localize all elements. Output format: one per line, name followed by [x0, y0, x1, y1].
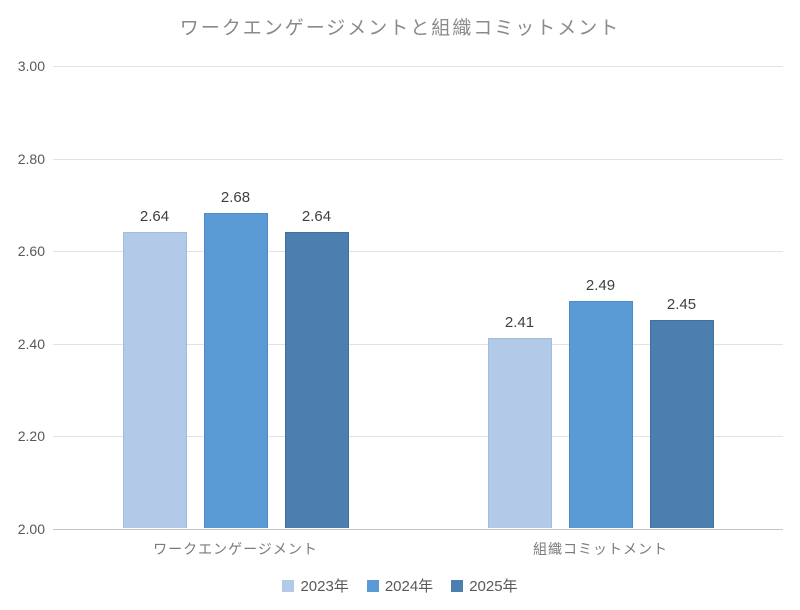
bar-column: 2.64 [284, 208, 349, 528]
bar-column: 2.49 [568, 277, 633, 528]
bar [122, 232, 187, 528]
bar [203, 213, 268, 528]
y-axis-tick-label: 2.00 [17, 521, 45, 537]
x-axis-line [53, 529, 783, 530]
y-axis-tick-label: 2.60 [17, 243, 45, 260]
bar [284, 232, 349, 528]
bar-column: 2.68 [203, 189, 268, 528]
bar-group: 2.64 2.68 2.64 [53, 65, 418, 528]
bar-column: 2.64 [122, 208, 187, 528]
y-axis: 3.00 2.80 2.60 2.40 2.20 2.00 [0, 58, 45, 537]
legend-swatch-icon [282, 579, 295, 592]
bar [487, 338, 552, 528]
bar-value-label: 2.68 [220, 189, 251, 206]
legend-swatch-icon [366, 579, 379, 592]
x-axis-category-label: 組織コミットメント [533, 541, 668, 557]
plot-area: 2.64 2.68 2.64 2.41 2.49 2.45 [53, 65, 783, 530]
chart-title: ワークエンゲージメントと組織コミットメント [179, 18, 621, 39]
legend-label: 2024年 [384, 578, 434, 595]
gridline [53, 436, 783, 438]
legend-item: 2025年 [451, 575, 518, 596]
legend-item: 2023年 [282, 575, 349, 596]
bar [649, 320, 714, 528]
bar-group: 2.41 2.49 2.45 [418, 65, 783, 528]
bar-column: 2.41 [487, 314, 552, 528]
legend: 2023年 2024年 2025年 [0, 575, 800, 596]
bar-value-label: 2.64 [301, 208, 332, 225]
legend-label: 2023年 [300, 578, 349, 595]
x-axis-category-labels: ワークエンゲージメント 組織コミットメント [53, 539, 783, 559]
legend-label: 2025年 [469, 578, 518, 595]
bar-value-label: 2.45 [666, 296, 697, 313]
y-axis-tick-label: 2.80 [17, 150, 45, 167]
x-axis-category-label: ワークエンゲージメント [153, 541, 318, 557]
legend-item: 2024年 [366, 575, 434, 596]
bar-value-label: 2.64 [139, 208, 170, 225]
y-axis-tick-label: 2.40 [17, 335, 45, 352]
gridline [53, 251, 783, 253]
y-axis-tick-label: 2.20 [17, 428, 45, 445]
y-axis-tick-label: 3.00 [17, 58, 45, 74]
gridline [53, 158, 783, 160]
gridline [53, 343, 783, 345]
gridline [53, 66, 783, 67]
bar-value-label: 2.41 [504, 314, 535, 331]
bar-column: 2.45 [649, 296, 714, 528]
bar-value-label: 2.49 [585, 277, 616, 294]
bar [568, 301, 633, 528]
legend-swatch-icon [451, 579, 464, 592]
